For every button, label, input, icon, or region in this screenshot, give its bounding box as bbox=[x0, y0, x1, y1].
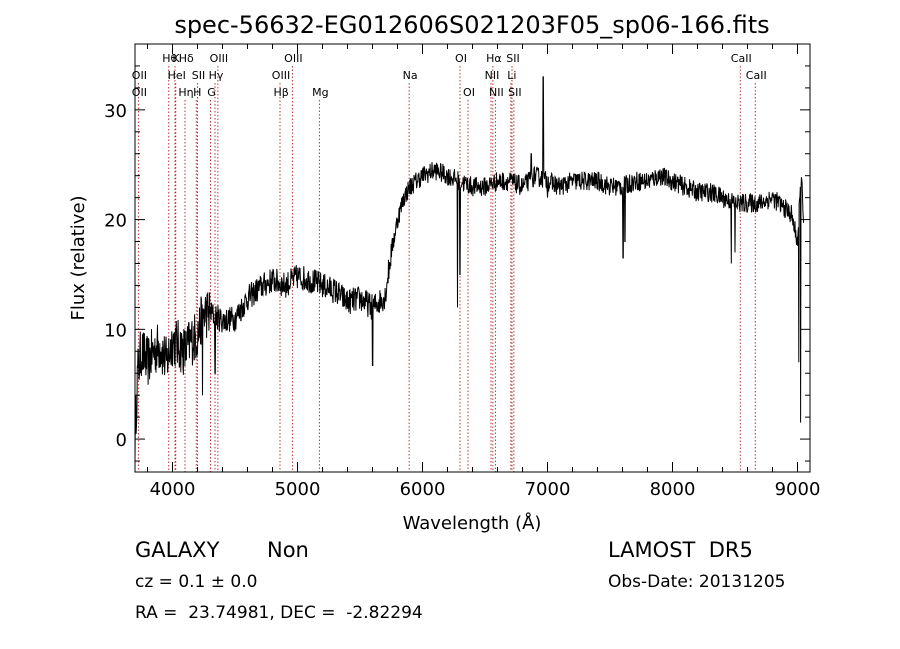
redshift-readout: cz = 0.1 ± 0.0 bbox=[135, 572, 258, 592]
line-marker-label: Hθ bbox=[162, 52, 177, 65]
x-axis: 4000 5000 6000 7000 8000 9000 bbox=[147, 44, 821, 500]
line-marker-label: SII bbox=[192, 69, 205, 82]
line-marker-labels: Hθ OII OII K HeI Hη Hδ SII H OIII Hγ G OIII OIII Hβ Mg N… bbox=[132, 52, 767, 99]
x-tick-label: 5000 bbox=[275, 479, 321, 500]
object-class: GALAXY bbox=[135, 538, 220, 562]
object-subclass: Non bbox=[267, 538, 309, 562]
line-marker-label: OIII bbox=[272, 69, 290, 82]
x-tick-label: 7000 bbox=[525, 479, 571, 500]
line-marker-label: CaII bbox=[731, 52, 752, 65]
line-markers bbox=[137, 66, 756, 472]
x-tick-label: 9000 bbox=[775, 479, 821, 500]
line-marker-label: NII bbox=[485, 69, 500, 82]
line-marker-label: HeI bbox=[168, 69, 186, 82]
survey-name: LAMOST DR5 bbox=[608, 538, 753, 562]
line-marker-label: SII bbox=[508, 86, 521, 99]
line-marker-label: Na bbox=[403, 69, 418, 82]
y-tick-label: 20 bbox=[104, 211, 127, 232]
y-axis-label: Flux (relative) bbox=[68, 195, 89, 320]
line-marker-label: Hβ bbox=[273, 86, 288, 99]
line-marker-label: CaII bbox=[746, 69, 767, 82]
spectrum-line bbox=[134, 76, 805, 461]
line-marker-label: Hδ bbox=[179, 52, 194, 65]
line-marker-label: OIII bbox=[210, 52, 228, 65]
line-marker-label: Hγ bbox=[209, 69, 224, 82]
x-tick-label: 4000 bbox=[150, 479, 196, 500]
x-tick-label: 8000 bbox=[650, 479, 696, 500]
line-marker-label: OII bbox=[132, 86, 147, 99]
line-marker-label: OI bbox=[463, 86, 475, 99]
y-tick-label: 10 bbox=[104, 320, 127, 341]
y-axis: 0 10 20 30 bbox=[104, 43, 810, 462]
line-marker-label: OI bbox=[455, 52, 467, 65]
x-tick-label: 6000 bbox=[400, 479, 446, 500]
line-marker-label: Hα bbox=[486, 52, 502, 65]
line-marker-label: OII bbox=[132, 69, 147, 82]
line-marker-label: SII bbox=[506, 52, 519, 65]
line-marker-label: K bbox=[172, 52, 180, 65]
line-marker-label: G bbox=[207, 86, 216, 99]
y-tick-label: 30 bbox=[104, 101, 127, 122]
plot-frame bbox=[134, 43, 811, 473]
line-marker-label: Mg bbox=[312, 86, 328, 99]
line-marker-label: NII bbox=[489, 86, 504, 99]
coordinates: RA = 23.74981, DEC = -2.82294 bbox=[135, 603, 423, 623]
line-marker-label: OIII bbox=[284, 52, 302, 65]
line-marker-label: H bbox=[193, 86, 201, 99]
obs-date: Obs-Date: 20131205 bbox=[608, 572, 786, 592]
x-axis-label: Wavelength (Å) bbox=[403, 512, 542, 534]
line-marker-label: Hη bbox=[178, 86, 193, 99]
line-marker-label: Li bbox=[507, 69, 516, 82]
y-tick-label: 0 bbox=[116, 430, 127, 451]
chart-title: spec-56632-EG012606S021203F05_sp06-166.f… bbox=[174, 11, 769, 39]
